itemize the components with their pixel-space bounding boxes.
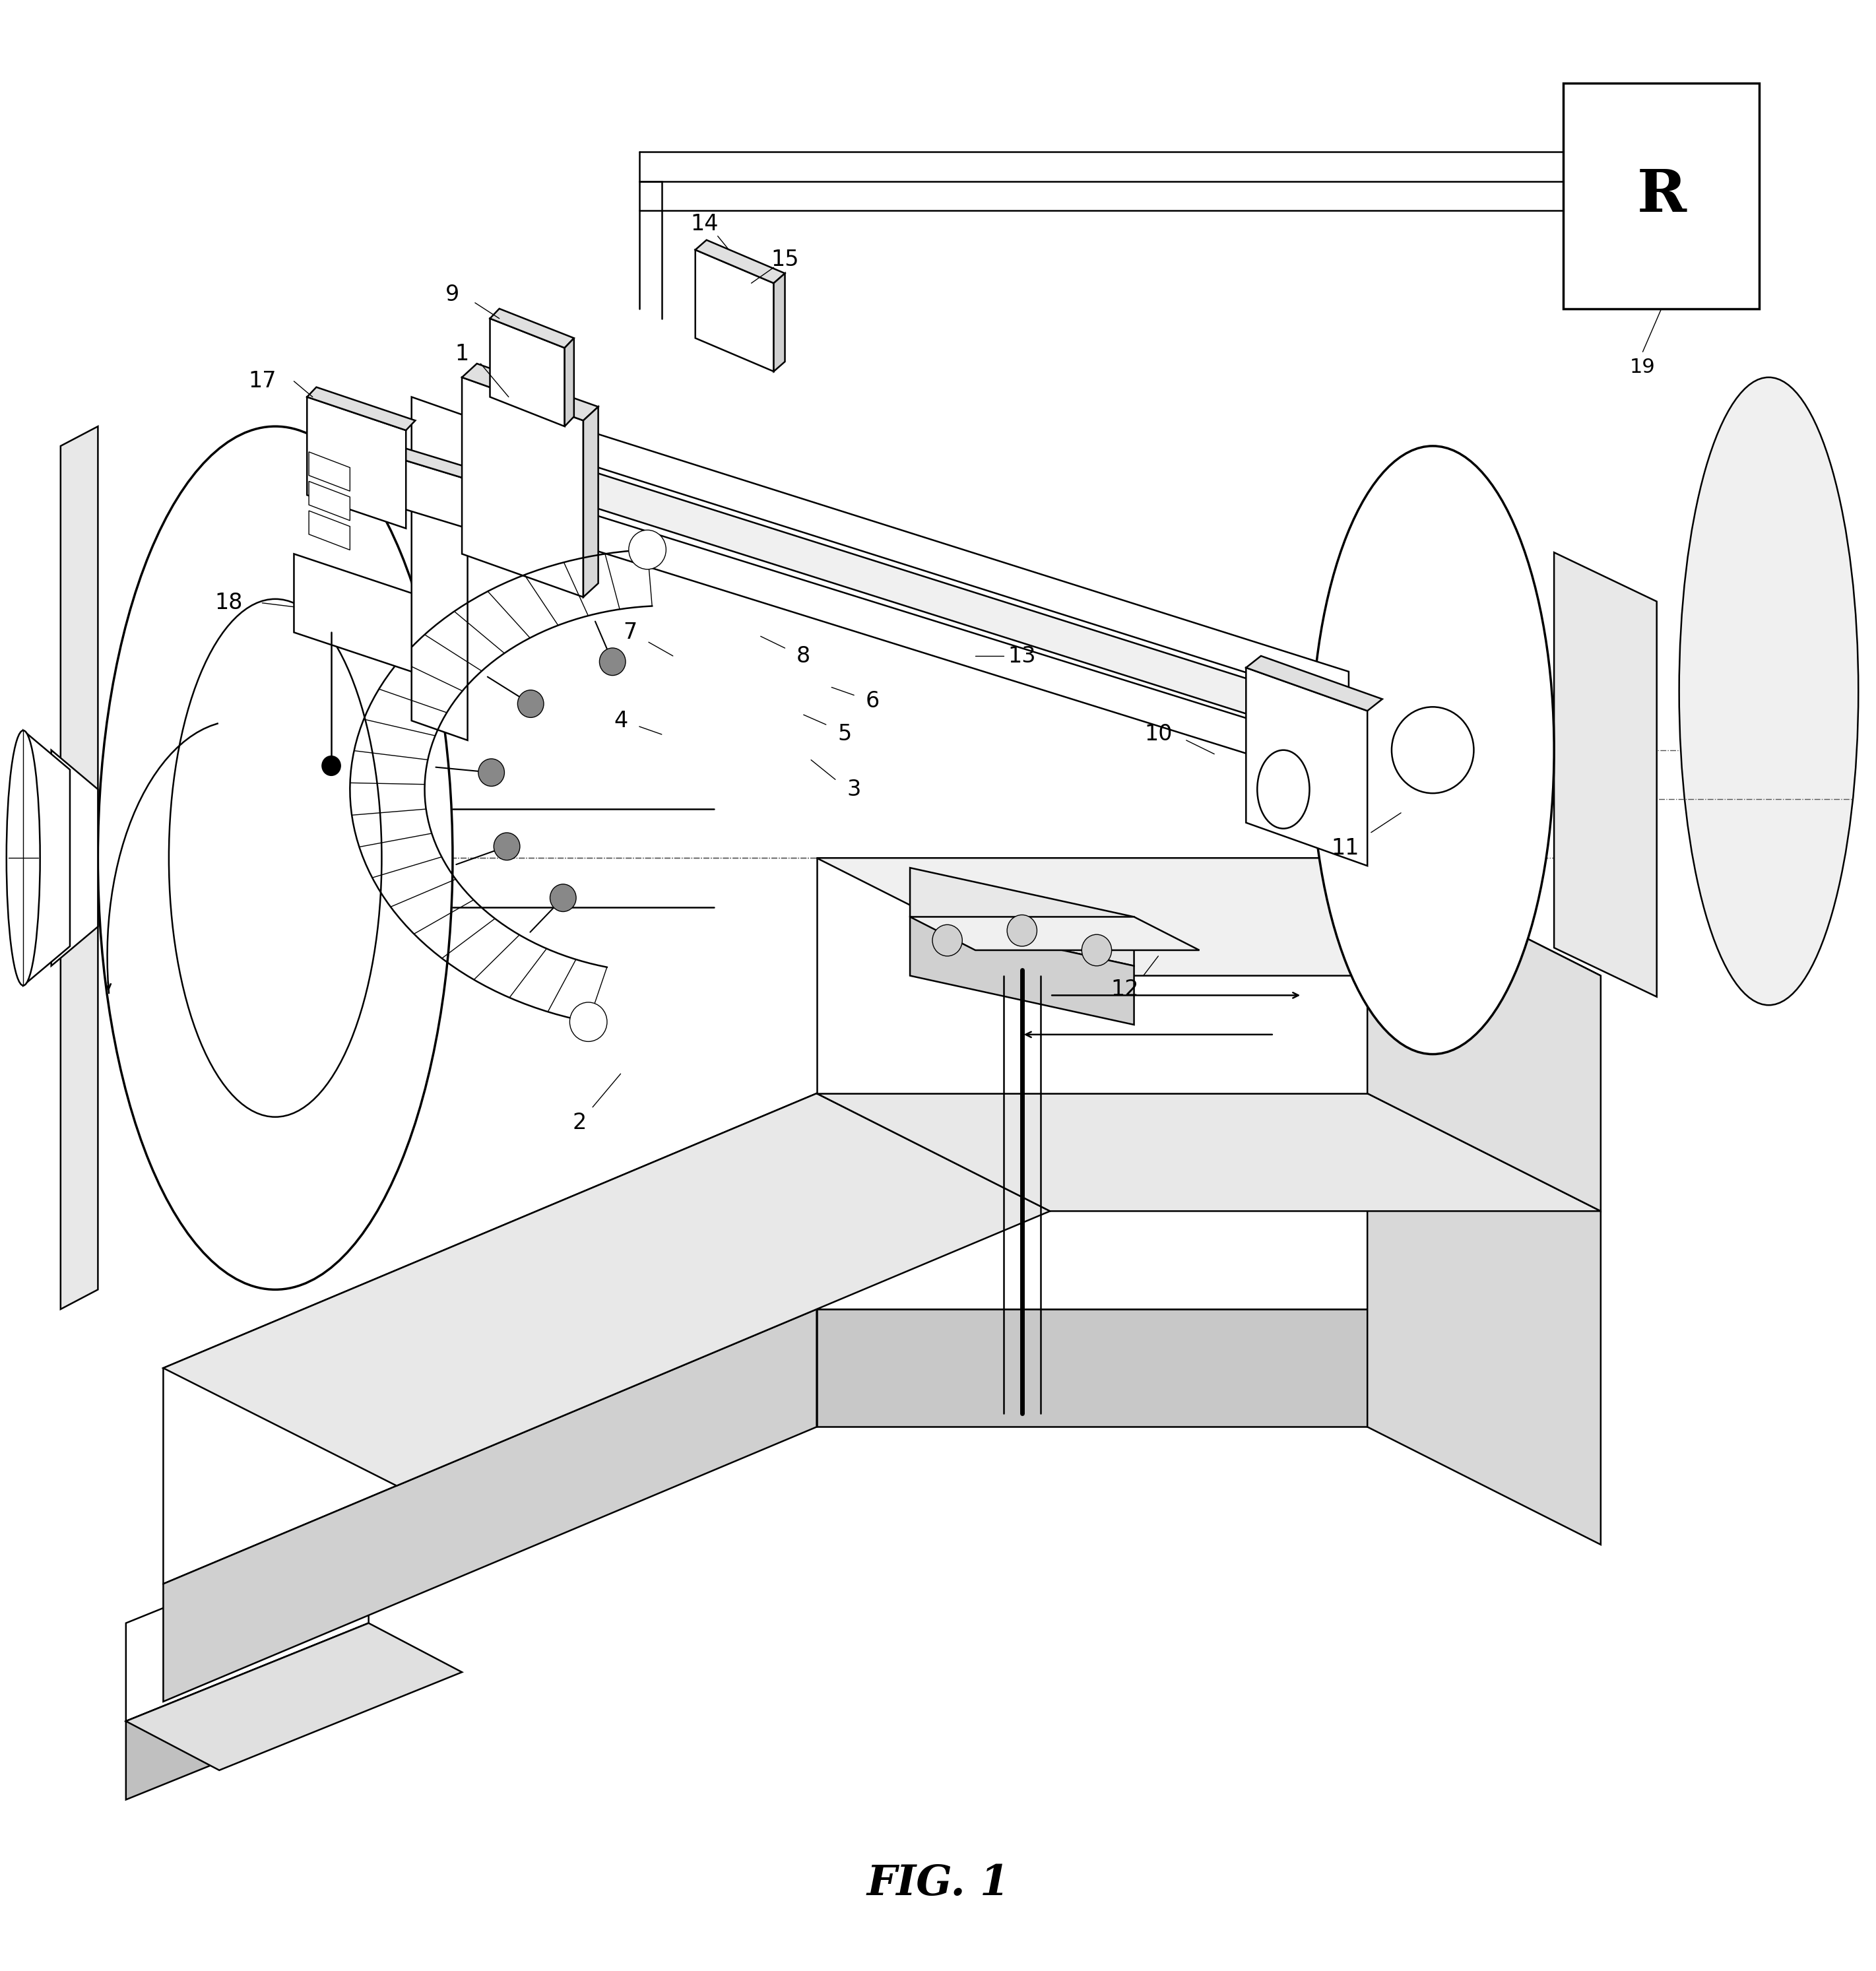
Polygon shape bbox=[816, 857, 1368, 1094]
Polygon shape bbox=[295, 554, 411, 672]
Polygon shape bbox=[816, 1309, 1368, 1427]
Polygon shape bbox=[480, 436, 1349, 747]
Text: 2: 2 bbox=[572, 1112, 587, 1133]
Polygon shape bbox=[910, 867, 1133, 966]
Text: 12: 12 bbox=[1111, 978, 1139, 1001]
Bar bbox=[1563, 83, 1760, 309]
Text: 4: 4 bbox=[613, 710, 628, 731]
Circle shape bbox=[932, 924, 962, 956]
Text: 17: 17 bbox=[248, 371, 276, 392]
Circle shape bbox=[493, 832, 520, 859]
Polygon shape bbox=[1246, 656, 1383, 712]
Polygon shape bbox=[326, 436, 467, 528]
Polygon shape bbox=[480, 396, 1349, 706]
Polygon shape bbox=[310, 481, 351, 520]
Polygon shape bbox=[310, 451, 351, 491]
Polygon shape bbox=[490, 319, 565, 426]
Text: 7: 7 bbox=[623, 621, 638, 643]
Polygon shape bbox=[461, 376, 583, 597]
Polygon shape bbox=[308, 396, 405, 528]
Circle shape bbox=[628, 530, 666, 570]
Polygon shape bbox=[310, 510, 351, 550]
Circle shape bbox=[518, 690, 544, 717]
Polygon shape bbox=[773, 274, 784, 371]
Circle shape bbox=[1007, 915, 1037, 946]
Text: 19: 19 bbox=[1630, 359, 1655, 376]
Polygon shape bbox=[1368, 857, 1600, 1210]
Ellipse shape bbox=[6, 731, 39, 986]
Ellipse shape bbox=[1679, 376, 1859, 1005]
Polygon shape bbox=[163, 1094, 1051, 1486]
Polygon shape bbox=[163, 1094, 816, 1585]
Polygon shape bbox=[816, 1094, 1368, 1309]
Polygon shape bbox=[910, 917, 1199, 950]
Polygon shape bbox=[60, 426, 98, 1309]
Polygon shape bbox=[480, 479, 1349, 784]
Polygon shape bbox=[1553, 552, 1657, 997]
Polygon shape bbox=[326, 426, 475, 479]
Text: 8: 8 bbox=[797, 645, 810, 666]
Polygon shape bbox=[411, 396, 467, 741]
Polygon shape bbox=[126, 1622, 461, 1770]
Polygon shape bbox=[126, 1526, 368, 1721]
Text: 13: 13 bbox=[1007, 645, 1036, 666]
Polygon shape bbox=[565, 339, 574, 426]
Circle shape bbox=[323, 757, 341, 775]
Text: 5: 5 bbox=[839, 723, 852, 745]
Text: 18: 18 bbox=[214, 591, 242, 613]
Polygon shape bbox=[696, 250, 773, 371]
Circle shape bbox=[1392, 708, 1475, 792]
Polygon shape bbox=[1368, 1094, 1600, 1545]
Polygon shape bbox=[51, 751, 98, 966]
Polygon shape bbox=[696, 240, 784, 284]
Circle shape bbox=[570, 1003, 608, 1041]
Polygon shape bbox=[23, 731, 69, 986]
Circle shape bbox=[600, 648, 625, 676]
Ellipse shape bbox=[169, 599, 381, 1118]
Polygon shape bbox=[583, 406, 598, 597]
Polygon shape bbox=[1246, 668, 1368, 865]
Polygon shape bbox=[163, 1309, 816, 1701]
Text: 1: 1 bbox=[456, 343, 469, 365]
Ellipse shape bbox=[1311, 445, 1553, 1054]
Text: R: R bbox=[1636, 168, 1687, 225]
Polygon shape bbox=[816, 857, 1600, 976]
Text: 6: 6 bbox=[865, 690, 880, 712]
Text: 14: 14 bbox=[690, 213, 719, 235]
Text: 11: 11 bbox=[1330, 838, 1358, 859]
Polygon shape bbox=[490, 309, 574, 349]
Text: 10: 10 bbox=[1144, 723, 1172, 745]
Polygon shape bbox=[308, 386, 415, 430]
Polygon shape bbox=[461, 363, 598, 420]
Text: 9: 9 bbox=[446, 284, 460, 306]
Ellipse shape bbox=[98, 426, 452, 1289]
Text: FIG. 1: FIG. 1 bbox=[867, 1865, 1009, 1904]
Polygon shape bbox=[816, 1094, 1600, 1210]
Polygon shape bbox=[910, 917, 1133, 1025]
Text: 15: 15 bbox=[771, 248, 799, 270]
Polygon shape bbox=[126, 1622, 368, 1800]
Circle shape bbox=[478, 759, 505, 786]
Text: 3: 3 bbox=[846, 779, 861, 800]
Ellipse shape bbox=[1257, 751, 1309, 828]
Circle shape bbox=[1082, 934, 1112, 966]
Circle shape bbox=[550, 885, 576, 913]
